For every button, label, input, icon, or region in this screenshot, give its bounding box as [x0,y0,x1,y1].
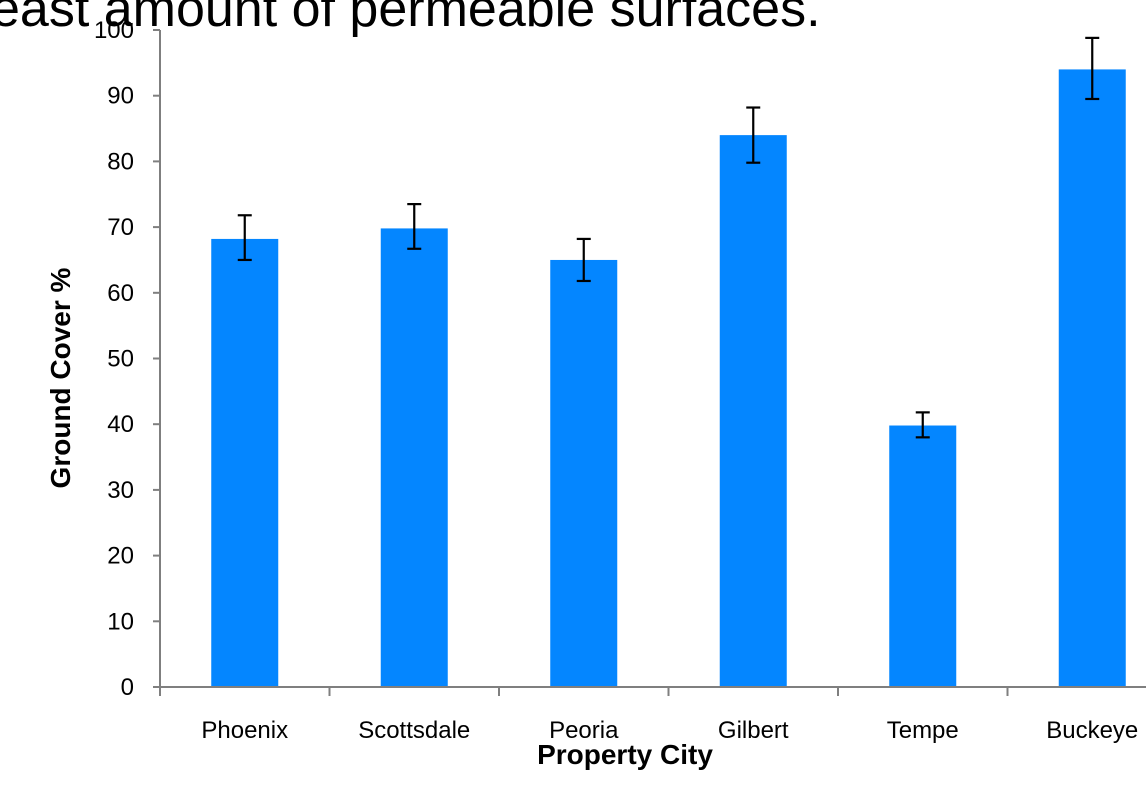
bar [889,425,957,687]
y-tick-label: 90 [107,83,134,110]
error-bar [915,411,930,439]
y-tick-label: 30 [107,477,134,504]
bar [719,135,787,687]
error-bar [746,106,761,164]
y-axis: 0 10 20 30 40 50 60 70 80 90 100 [94,17,160,701]
error-bar [407,203,422,250]
bar [380,228,448,687]
bar [1058,69,1126,688]
bars-layer [211,69,1126,688]
error-bar [576,237,591,283]
bar [550,259,618,687]
y-tick-label: 0 [121,674,134,701]
x-tick-label: Buckeye [1046,717,1138,744]
y-tick-label: 10 [107,608,134,635]
x-tick-label: Gilbert [718,717,789,744]
y-tick-label: 50 [107,346,134,373]
error-bars-layer [237,36,1100,439]
y-tick-label: 100 [94,17,134,44]
x-axis: Phoenix Scottsdale Peoria Gilbert Tempe Bucke… [159,687,1138,744]
y-tick-label: 40 [107,411,134,438]
x-tick-label: Phoenix [201,717,288,744]
y-tick-label: 20 [107,543,134,570]
error-bar [1085,36,1100,101]
chart-title: least amount of permeable surfaces. [0,0,821,38]
x-tick-label: Scottsdale [358,717,470,744]
bar [211,238,279,687]
y-tick-label: 70 [107,214,134,241]
y-tick-label: 60 [107,280,134,307]
error-bar [237,214,252,262]
y-tick-label: 80 [107,148,134,175]
x-axis-title: Property City [537,739,713,770]
x-tick-label: Tempe [887,717,959,744]
x-tick-label: Peoria [549,717,619,744]
y-axis-title: Ground Cover % [45,267,76,488]
